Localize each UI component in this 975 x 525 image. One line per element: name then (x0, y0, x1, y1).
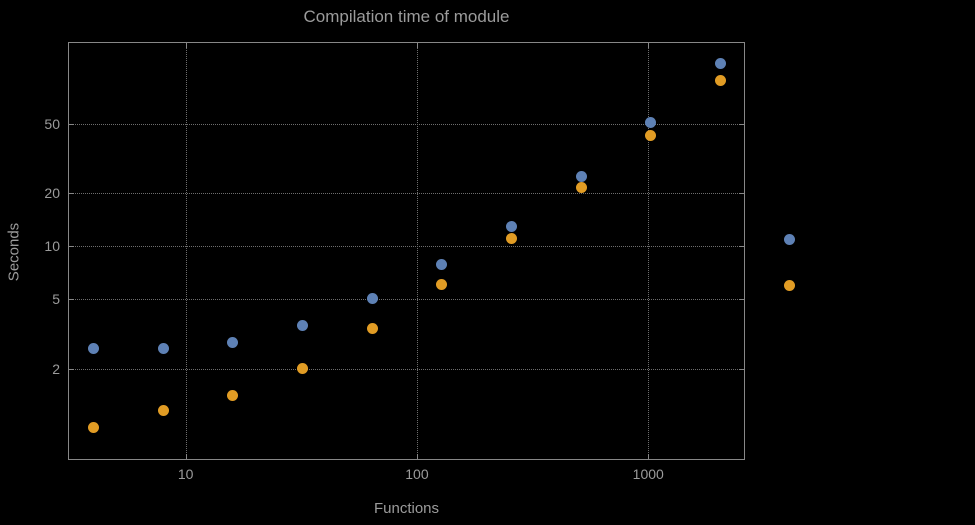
tick-mark-y-right-2 (739, 368, 744, 370)
gridline-y-2 (69, 368, 744, 370)
data-point-series-1-x64 (366, 293, 378, 305)
gridline-x-1000 (648, 43, 650, 459)
data-point-series-2-x512 (575, 182, 587, 194)
y-tick-label-20: 20 (44, 185, 60, 202)
data-point-series-2-x16 (227, 390, 239, 402)
plot-area (68, 42, 745, 460)
data-point-series-1-x128 (436, 259, 448, 271)
data-point-series-1-x8 (157, 343, 169, 355)
tick-mark-y-right-20 (739, 193, 744, 195)
chart-title: Compilation time of module (303, 7, 510, 26)
tick-mark-y-2 (69, 368, 74, 370)
data-point-series-1-x256 (505, 220, 517, 232)
x-tick-label-100: 100 (405, 466, 429, 482)
data-point-series-1-x2048 (714, 58, 726, 69)
data-point-series-2-x32 (297, 363, 308, 375)
data-point-series-2-x128 (436, 279, 448, 291)
tick-mark-x-10 (185, 454, 187, 459)
legend (784, 234, 795, 291)
data-point-series-1-x32 (297, 320, 308, 332)
gridline-y-5 (69, 298, 744, 300)
tick-mark-y-50 (69, 123, 74, 125)
x-axis-label: Functions (373, 500, 440, 517)
y-tick-label-50: 50 (44, 115, 60, 132)
tick-mark-y-10 (69, 246, 74, 248)
data-point-series-2-x8 (157, 405, 169, 417)
x-tick-label-10: 10 (177, 466, 194, 482)
gridline-y-20 (69, 193, 744, 195)
legend-marker-series-2 (784, 280, 795, 291)
tick-mark-x-top-10 (185, 43, 187, 48)
gridline-y-50 (69, 123, 744, 125)
data-point-series-1-x4 (88, 343, 100, 355)
data-point-series-2-x2048 (714, 74, 726, 86)
gridline-x-100 (416, 43, 418, 459)
y-tick-label-2: 2 (52, 360, 60, 377)
tick-mark-x-top-100 (416, 43, 418, 48)
data-point-series-2-x64 (366, 322, 378, 334)
y-tick-label-5: 5 (52, 290, 60, 307)
gridline-x-10 (185, 43, 187, 459)
legend-marker-series-1 (784, 234, 795, 245)
tick-mark-y-5 (69, 298, 74, 300)
tick-mark-x-1000 (648, 454, 650, 459)
data-point-series-2-x1024 (645, 129, 657, 141)
tick-mark-y-right-5 (739, 298, 744, 300)
data-point-series-2-x4 (88, 422, 100, 434)
x-tick-label-1000: 1000 (632, 466, 664, 482)
tick-mark-x-100 (416, 454, 418, 459)
data-point-series-1-x16 (227, 337, 239, 349)
tick-mark-x-top-1000 (648, 43, 650, 48)
gridline-y-10 (69, 246, 744, 248)
tick-mark-y-20 (69, 193, 74, 195)
data-point-series-1-x1024 (645, 116, 657, 128)
y-tick-label-10: 10 (44, 238, 60, 255)
data-point-series-1-x512 (575, 170, 587, 182)
tick-mark-y-right-50 (739, 123, 744, 125)
tick-mark-y-right-10 (739, 246, 744, 248)
data-point-series-2-x256 (505, 233, 517, 245)
